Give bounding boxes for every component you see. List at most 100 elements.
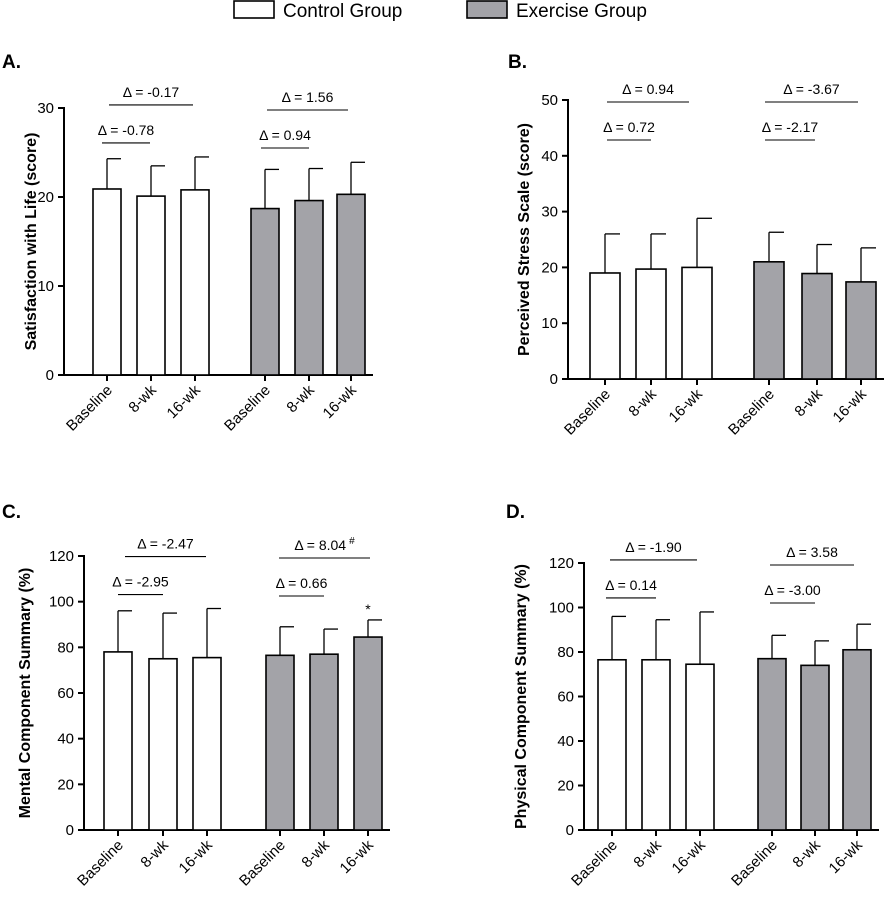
bar-exercise-16-wk [336, 193, 366, 376]
delta-label: Δ = 0.94 [259, 127, 311, 143]
panel-a: A. Satisfaction with Life (score) 0 10 20 30 B… [2, 52, 373, 435]
bar-exercise-baseline [753, 261, 785, 380]
bar-control-baseline [92, 188, 122, 376]
bar-exercise-16-wk [845, 281, 877, 380]
panel-label: D. [506, 502, 525, 523]
x-tick-label: Baseline [725, 386, 778, 439]
y-tick-label: 0 [46, 367, 54, 384]
panel-d: D. Physical Component Summary (%) 0 20 40 60 8… [506, 502, 879, 890]
x-tick-label: 8-wk [789, 836, 824, 871]
delta-label: Δ = 0.66 [276, 575, 328, 591]
legend-swatch-control [233, 0, 275, 19]
y-tick-label: 120 [49, 548, 74, 565]
bar-exercise-8-wk [801, 272, 833, 380]
delta-label: Δ = 3.58 [786, 544, 838, 560]
x-tick-label: Baseline [236, 837, 289, 890]
x-tick-label: Baseline [568, 837, 621, 890]
y-tick-label: 20 [557, 778, 574, 795]
delta-label: Δ = 0.72 [603, 119, 655, 135]
y-axis-label: Mental Component Summary (%) [17, 568, 34, 819]
y-tick-label: 120 [549, 555, 574, 572]
y-tick-label: 30 [541, 204, 558, 221]
x-tick-label: 8-wk [283, 381, 318, 416]
panel-label: B. [508, 52, 527, 73]
bar-exercise-16-wk [842, 648, 872, 831]
bar-control-baseline [597, 658, 627, 831]
y-tick-label: 10 [541, 315, 558, 332]
delta-label: Δ = 8.04 # [294, 536, 355, 553]
y-tick-label: 80 [57, 639, 74, 656]
bar-exercise-baseline [250, 207, 280, 376]
delta-label: Δ = -3.67 [783, 81, 840, 97]
delta-label: Δ = -1.90 [625, 539, 682, 555]
y-tick-label: 40 [557, 733, 574, 750]
x-tick-label: 8-wk [630, 836, 665, 871]
bar-control-baseline [103, 651, 133, 831]
bar-exercise-8-wk [309, 653, 339, 831]
x-tick-label: Baseline [728, 837, 781, 890]
bar-control-8-wk [148, 657, 178, 831]
x-tick-label: Baseline [74, 837, 127, 890]
bar-control-16-wk [180, 189, 210, 376]
bar-control-baseline [589, 272, 621, 380]
x-tick-label: 8-wk [125, 381, 160, 416]
significance-marker: * [365, 601, 371, 617]
bar-control-8-wk [635, 268, 667, 380]
y-tick-label: 0 [66, 822, 74, 839]
x-tick-label: 16-wk [320, 381, 361, 422]
y-tick-label: 40 [57, 731, 74, 748]
x-tick-label: 8-wk [625, 385, 660, 420]
y-tick-label: 20 [541, 259, 558, 276]
y-axis-label: Satisfaction with Life (score) [23, 133, 40, 351]
x-tick-label: 16-wk [337, 836, 378, 877]
delta-label: Δ = -2.95 [112, 574, 169, 590]
delta-label: Δ = 0.94 [622, 81, 674, 97]
y-tick-label: 60 [57, 685, 74, 702]
panels: A. Satisfaction with Life (score) 0 10 20 30 B… [2, 52, 884, 890]
bar-control-8-wk [136, 195, 166, 376]
delta-label: Δ = 1.56 [282, 89, 334, 105]
x-tick-label: Baseline [561, 386, 614, 439]
bar-exercise-16-wk [353, 636, 383, 831]
legend: Control Group Exercise Group [233, 0, 647, 22]
delta-label: Δ = -2.47 [137, 536, 194, 552]
bar-exercise-baseline [757, 657, 787, 831]
y-tick-label: 10 [37, 278, 54, 295]
y-tick-label: 60 [557, 689, 574, 706]
delta-label: Δ = -2.17 [762, 119, 819, 135]
legend-label-exercise: Exercise Group [516, 1, 647, 22]
x-tick-label: 16-wk [666, 385, 707, 426]
bar-control-16-wk [681, 266, 713, 380]
y-tick-label: 20 [57, 776, 74, 793]
x-tick-label: 16-wk [830, 385, 871, 426]
x-tick-label: 8-wk [791, 385, 826, 420]
y-tick-label: 0 [550, 371, 558, 388]
x-tick-label: 16-wk [176, 836, 217, 877]
y-axis-label: Perceived Stress Scale (score) [516, 123, 533, 356]
x-tick-label: 16-wk [164, 381, 205, 422]
y-tick-label: 100 [549, 600, 574, 617]
x-tick-label: 8-wk [137, 836, 172, 871]
x-tick-label: 16-wk [826, 836, 867, 877]
bar-exercise-8-wk [800, 664, 830, 831]
y-tick-label: 40 [541, 148, 558, 165]
y-axis-label: Physical Component Summary (%) [513, 564, 530, 829]
y-tick-label: 30 [37, 100, 54, 117]
y-tick-label: 80 [557, 644, 574, 661]
bar-control-8-wk [641, 658, 671, 831]
x-tick-label: Baseline [63, 382, 116, 435]
delta-label: Δ = 0.14 [605, 577, 657, 593]
bar-control-16-wk [192, 656, 222, 831]
x-tick-label: 8-wk [298, 836, 333, 871]
delta-label: Δ = -0.17 [123, 84, 180, 100]
x-tick-label: Baseline [221, 382, 274, 435]
y-tick-label: 100 [49, 594, 74, 611]
bar-control-16-wk [685, 663, 715, 831]
delta-label: Δ = -0.78 [98, 122, 155, 138]
legend-label-control: Control Group [283, 1, 402, 22]
legend-swatch-exercise [466, 0, 508, 19]
x-tick-label: 16-wk [669, 836, 710, 877]
panel-label: A. [2, 52, 21, 73]
panel-label: C. [2, 502, 21, 523]
